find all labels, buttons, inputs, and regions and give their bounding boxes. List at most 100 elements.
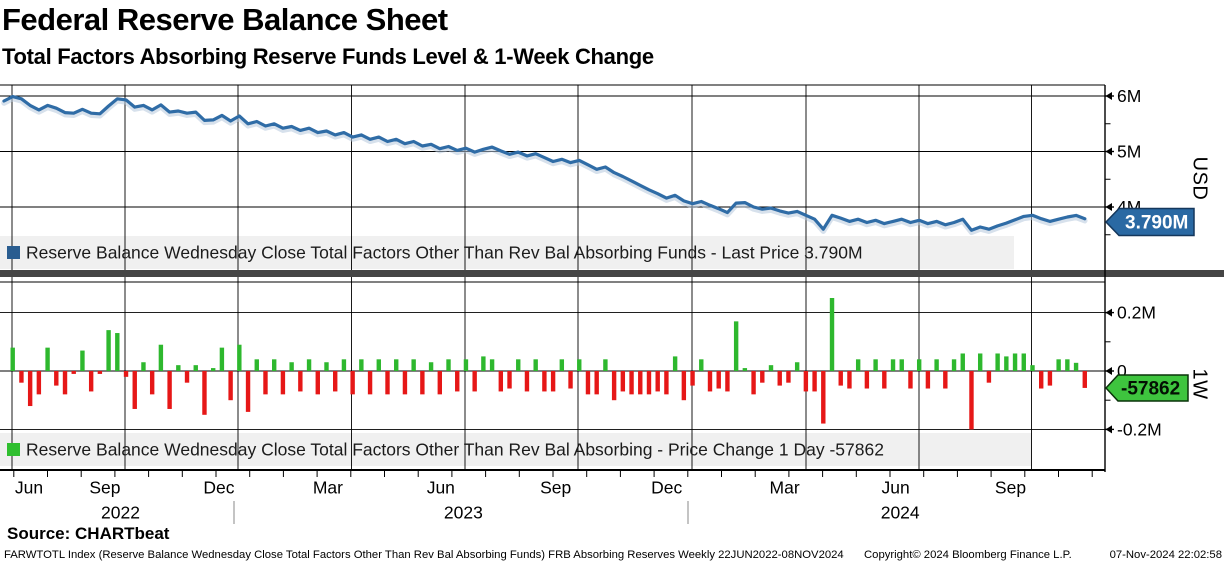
change-bar: [1004, 356, 1009, 371]
change-bar: [620, 371, 626, 392]
x-month-label: Jun: [881, 478, 909, 498]
change-bar: [36, 371, 42, 395]
change-bar: [699, 359, 704, 371]
last-price-badge-shape: [1104, 207, 1195, 237]
change-bar: [908, 371, 913, 389]
x-year-label: 2022: [101, 503, 140, 523]
x-month-label: Sep: [89, 478, 120, 498]
change-bar: [655, 371, 660, 392]
change-bar: [524, 371, 530, 392]
change-bar: [812, 371, 817, 392]
y-axis-tick-arrow-icon: [1105, 203, 1112, 211]
change-bar: [428, 362, 434, 371]
change-bar: [350, 371, 355, 395]
y-axis-tick-arrow-icon: [1105, 308, 1112, 317]
change-bar: [97, 371, 103, 374]
change-bar: [899, 359, 904, 371]
change-bar: [507, 371, 512, 389]
change-bar: [280, 371, 286, 395]
change-bar: [890, 359, 896, 371]
top-legend-label: Reserve Balance Wednesday Close Total Fa…: [26, 243, 863, 263]
y-tick-label-bottom: 0.2M: [1117, 303, 1156, 323]
price-line-halo: [1, 95, 1088, 236]
change-bar: [1073, 362, 1079, 371]
change-bar: [176, 365, 181, 371]
x-month-label: Sep: [540, 478, 571, 498]
change-bar: [838, 371, 843, 386]
price-line: [2, 94, 1087, 232]
change-bar: [533, 359, 538, 371]
y-tick-label-top: 5M: [1117, 142, 1141, 162]
y-axis-tick-arrow-icon: [1105, 425, 1112, 434]
bar-series-marker-icon: [7, 443, 20, 456]
change-bar: [481, 356, 486, 371]
footer-timestamp: 07-Nov-2024 22:02:58: [1109, 549, 1222, 561]
change-bar: [10, 347, 15, 371]
change-bar: [123, 371, 129, 377]
y-axis-tick-arrow-icon: [1105, 92, 1112, 100]
change-bar: [54, 371, 59, 386]
change-bar: [455, 371, 460, 392]
change-bar: [585, 371, 591, 395]
change-bar: [742, 368, 748, 371]
top-legend: Reserve Balance Wednesday Close Total Fa…: [7, 243, 863, 263]
change-bar: [1012, 353, 1018, 371]
change-bar: [829, 298, 835, 371]
change-bar: [298, 371, 303, 392]
y-axis-tick-arrow-icon: [1105, 147, 1112, 156]
change-bar: [916, 359, 922, 371]
change-bar: [786, 371, 791, 383]
change-bar: [934, 359, 939, 371]
change-bar: [141, 362, 146, 371]
change-bar: [542, 371, 547, 392]
change-bar: [638, 371, 643, 395]
change-bar: [855, 359, 861, 371]
change-bar: [1039, 371, 1044, 389]
week-change-badge-shape: [1104, 374, 1189, 402]
change-bar: [420, 371, 425, 395]
change-bar: [725, 371, 730, 392]
change-bar: [324, 362, 329, 371]
change-bar: [847, 371, 852, 389]
change-bar: [873, 359, 878, 371]
change-bar: [768, 365, 774, 371]
change-bar: [167, 371, 172, 409]
footer-copyright: Copyright© 2024 Bloomberg Finance L.P.: [864, 549, 1072, 561]
change-bar: [498, 371, 504, 392]
x-month-label: Jun: [15, 478, 43, 498]
change-bar: [19, 371, 24, 383]
week-change-badge-label: -57862: [1121, 379, 1180, 400]
footer-bar: FARWTOTL Index (Reserve Balance Wednesda…: [0, 549, 1224, 565]
change-bar: [611, 371, 617, 401]
change-bar: [716, 371, 721, 389]
change-bar: [1021, 353, 1026, 371]
x-month-label: Mar: [770, 478, 800, 498]
change-bar: [132, 371, 137, 409]
change-bar: [45, 347, 50, 371]
legend-strips: [0, 236, 1032, 466]
change-bar: [367, 371, 373, 395]
change-bar: [882, 371, 887, 389]
change-bar: [594, 371, 599, 395]
one-week-axis-title: 1W: [1188, 368, 1211, 400]
change-bar: [27, 371, 33, 407]
change-bar: [925, 371, 931, 389]
chart-title: Federal Reserve Balance Sheet: [2, 2, 448, 37]
footer-index-info: FARWTOTL Index (Reserve Balance Wednesda…: [4, 549, 844, 561]
change-bar: [106, 330, 111, 371]
change-bar: [184, 371, 190, 383]
change-bar: [115, 333, 120, 371]
change-bar: [489, 359, 495, 371]
change-bar: [219, 347, 225, 371]
x-month-label: Dec: [203, 478, 234, 498]
week-change-badge: -57862: [1104, 374, 1189, 402]
panel-divider: [0, 270, 1224, 277]
change-bar: [943, 371, 948, 389]
change-bar: [777, 371, 782, 386]
change-bar: [341, 359, 347, 371]
change-bar: [995, 353, 1000, 371]
change-bar: [228, 371, 233, 401]
change-bar: [411, 359, 416, 371]
